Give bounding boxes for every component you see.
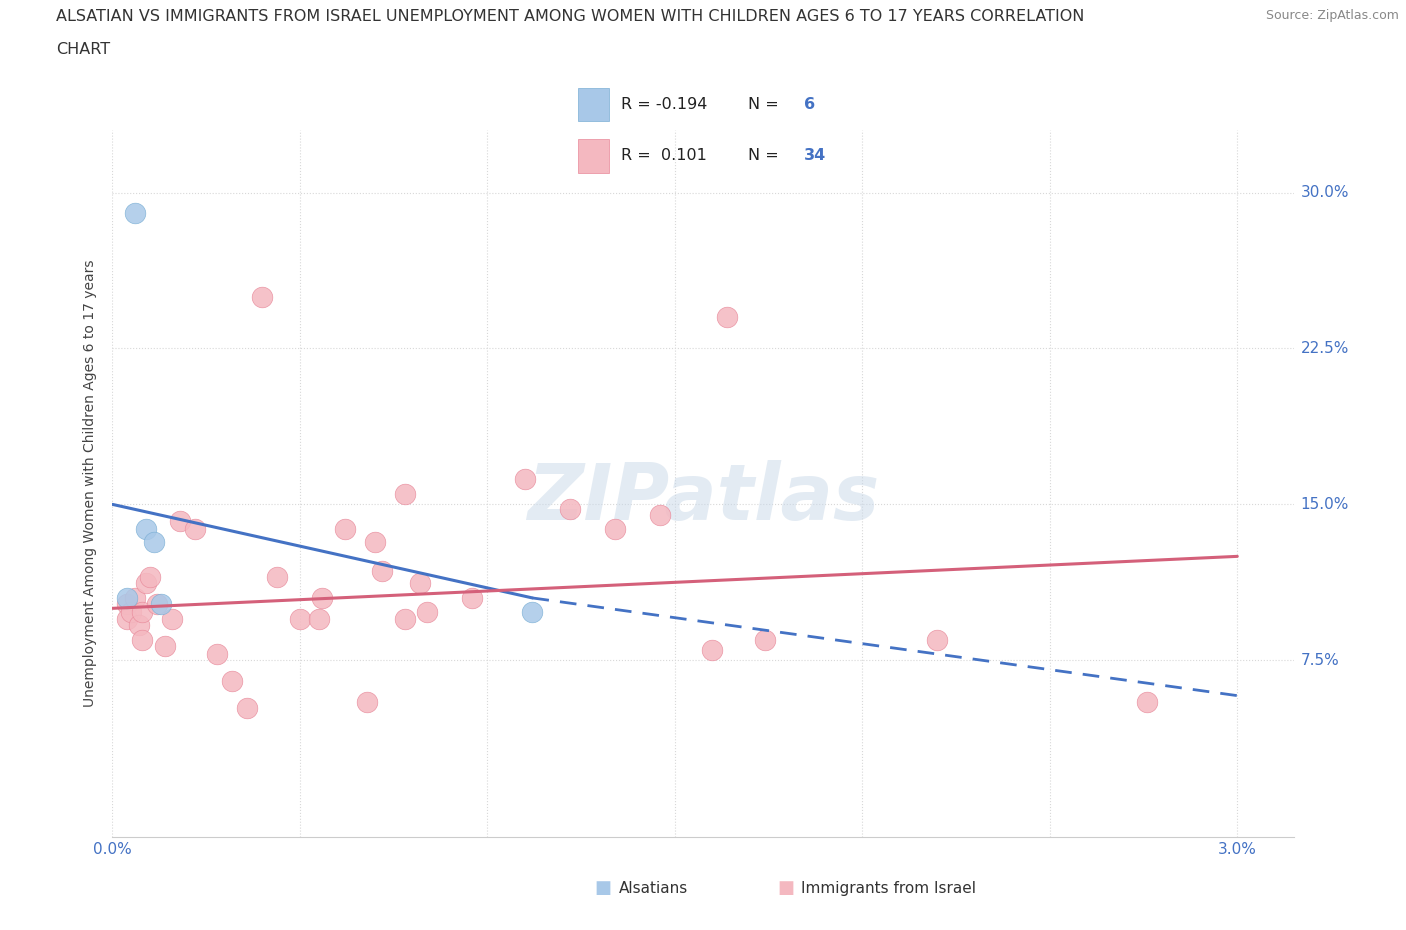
Y-axis label: Unemployment Among Women with Children Ages 6 to 17 years: Unemployment Among Women with Children A… [83, 259, 97, 708]
Point [416, 605, 439, 620]
Text: Source: ZipAtlas.com: Source: ZipAtlas.com [1265, 9, 1399, 22]
Text: CHART: CHART [56, 42, 110, 57]
Text: ■: ■ [778, 879, 794, 897]
Point [236, 700, 259, 715]
Point [288, 611, 311, 626]
Point [169, 513, 191, 528]
Text: N =: N = [748, 97, 779, 112]
Point [162, 611, 184, 626]
Point [648, 508, 671, 523]
Point [117, 597, 139, 612]
Point [124, 206, 146, 220]
Point [139, 570, 162, 585]
Point [558, 501, 581, 516]
Point [135, 522, 157, 537]
Point [308, 611, 330, 626]
Point [142, 535, 165, 550]
Point [153, 638, 176, 653]
Point [716, 310, 738, 325]
Text: Alsatians: Alsatians [619, 881, 688, 896]
Text: ■: ■ [595, 879, 612, 897]
Point [356, 695, 378, 710]
Point [522, 605, 544, 620]
Point [135, 576, 157, 591]
Point [394, 611, 416, 626]
Text: 15.0%: 15.0% [1301, 497, 1348, 512]
Point [461, 591, 484, 605]
Point [117, 591, 139, 605]
Point [266, 570, 288, 585]
Text: ALSATIAN VS IMMIGRANTS FROM ISRAEL UNEMPLOYMENT AMONG WOMEN WITH CHILDREN AGES 6: ALSATIAN VS IMMIGRANTS FROM ISRAEL UNEMP… [56, 9, 1084, 24]
Point [754, 632, 776, 647]
Text: 30.0%: 30.0% [1301, 185, 1348, 200]
Point [603, 522, 626, 537]
Text: Immigrants from Israel: Immigrants from Israel [801, 881, 976, 896]
Point [364, 535, 387, 550]
Text: 34: 34 [804, 149, 825, 164]
Text: R =  0.101: R = 0.101 [621, 149, 707, 164]
Point [333, 522, 356, 537]
Bar [578, 140, 609, 173]
Point [702, 643, 724, 658]
Point [120, 605, 142, 620]
Point [513, 472, 536, 487]
Bar [578, 87, 609, 121]
Point [117, 611, 139, 626]
Point [221, 673, 243, 688]
Point [146, 597, 169, 612]
Point [311, 591, 333, 605]
Point [252, 289, 274, 304]
Point [150, 597, 173, 612]
Point [124, 591, 146, 605]
Text: 22.5%: 22.5% [1301, 341, 1348, 356]
Point [371, 564, 394, 578]
Text: 7.5%: 7.5% [1301, 653, 1339, 668]
Point [394, 486, 416, 501]
Text: 6: 6 [804, 97, 815, 112]
Point [184, 522, 207, 537]
Point [128, 618, 150, 632]
Text: R = -0.194: R = -0.194 [621, 97, 707, 112]
Text: N =: N = [748, 149, 779, 164]
Point [207, 646, 229, 661]
Point [131, 605, 153, 620]
Point [409, 576, 432, 591]
Text: ZIPatlas: ZIPatlas [527, 459, 879, 536]
Point [1136, 695, 1159, 710]
Point [131, 632, 153, 647]
Point [927, 632, 949, 647]
